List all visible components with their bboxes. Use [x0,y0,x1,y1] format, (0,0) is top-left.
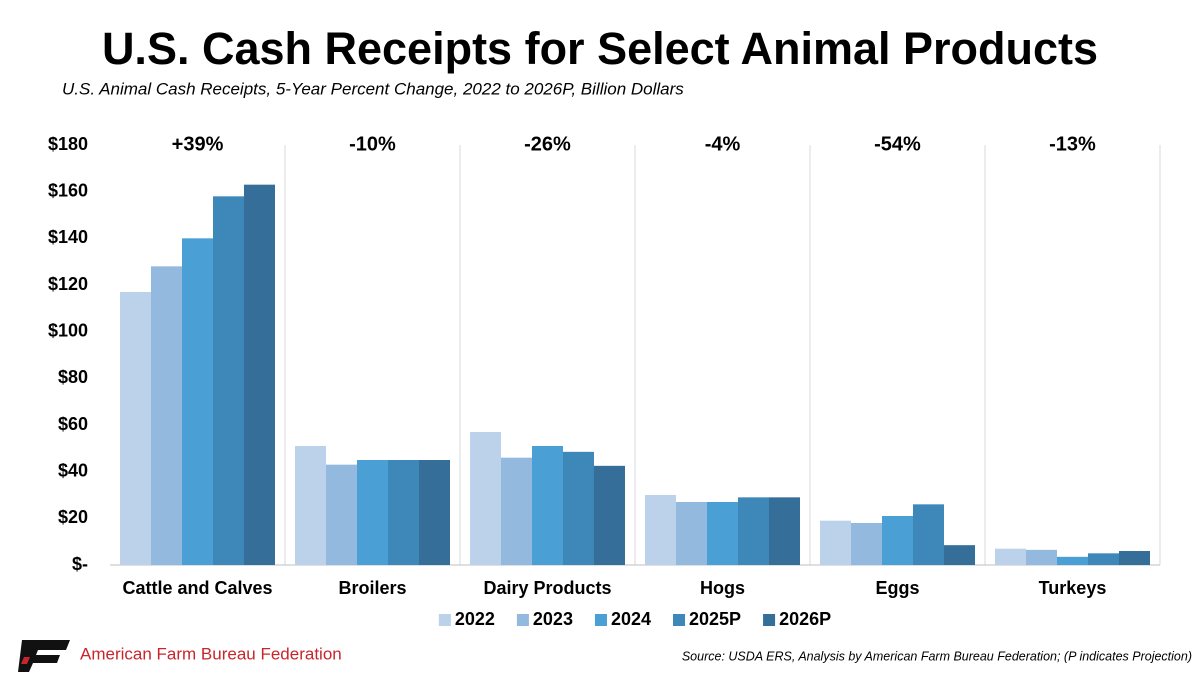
bar [151,266,182,565]
x-tick-label: Eggs [875,578,919,598]
chart-title: U.S. Cash Receipts for Select Animal Pro… [102,23,1098,74]
bar [563,451,594,565]
y-tick-label: $100 [48,320,88,340]
y-tick-label: $60 [58,414,88,434]
bar [388,460,419,565]
bar [1057,556,1088,565]
annotation: -10% [349,133,396,155]
bar [326,464,357,565]
legend-swatch [763,614,776,626]
bar [244,184,275,565]
bar [182,238,213,566]
bar [707,502,738,565]
x-tick-label: Broilers [338,578,406,598]
legend-swatch [673,614,686,626]
legend-swatch [438,614,451,626]
bar [913,504,944,565]
bar [944,545,975,565]
y-tick-label: $80 [58,367,88,387]
x-tick-label: Turkeys [1039,578,1107,598]
x-tick-label: Hogs [700,578,745,598]
bar [295,446,326,565]
y-tick-label: $20 [58,507,88,527]
bar [1026,549,1057,565]
legend-label: 2024 [611,609,651,629]
legend-swatch [516,614,529,626]
bar [419,460,450,565]
bar [851,523,882,565]
annotation: -4% [705,133,741,155]
logo [18,640,70,672]
bar [676,502,707,565]
bar [738,497,769,565]
annotation: -13% [1049,133,1096,155]
bar [501,457,532,565]
bar [470,432,501,565]
x-tick-label: Dairy Products [483,578,611,598]
bar [594,465,625,565]
chart-subtitle: U.S. Animal Cash Receipts, 5-Year Percen… [62,79,684,98]
legend-label: 2026P [779,609,831,629]
source: Source: USDA ERS, Analysis by American F… [682,649,1192,663]
bar [820,520,851,565]
bar [1119,551,1150,565]
bar [120,292,151,565]
y-tick-label: $140 [48,227,88,247]
organization: American Farm Bureau Federation [80,644,342,663]
annotation: -26% [524,133,571,155]
bar [995,548,1026,565]
legend-label: 2023 [533,609,573,629]
y-tick-label: $- [72,554,88,574]
bar [882,516,913,565]
y-tick-label: $120 [48,274,88,294]
x-tick-label: Cattle and Calves [122,578,272,598]
bar [1088,553,1119,565]
legend-label: 2025P [689,609,741,629]
bar [532,446,563,565]
y-tick-label: $160 [48,180,88,200]
annotation: -54% [874,133,921,155]
y-tick-label: $40 [58,460,88,480]
y-tick-label: $180 [48,134,88,154]
bar [357,460,388,565]
legend-label: 2022 [455,609,495,629]
bar [645,495,676,565]
bar [769,497,800,565]
annotation: +39% [172,133,224,155]
legend-swatch [594,614,607,626]
bar [213,196,244,566]
